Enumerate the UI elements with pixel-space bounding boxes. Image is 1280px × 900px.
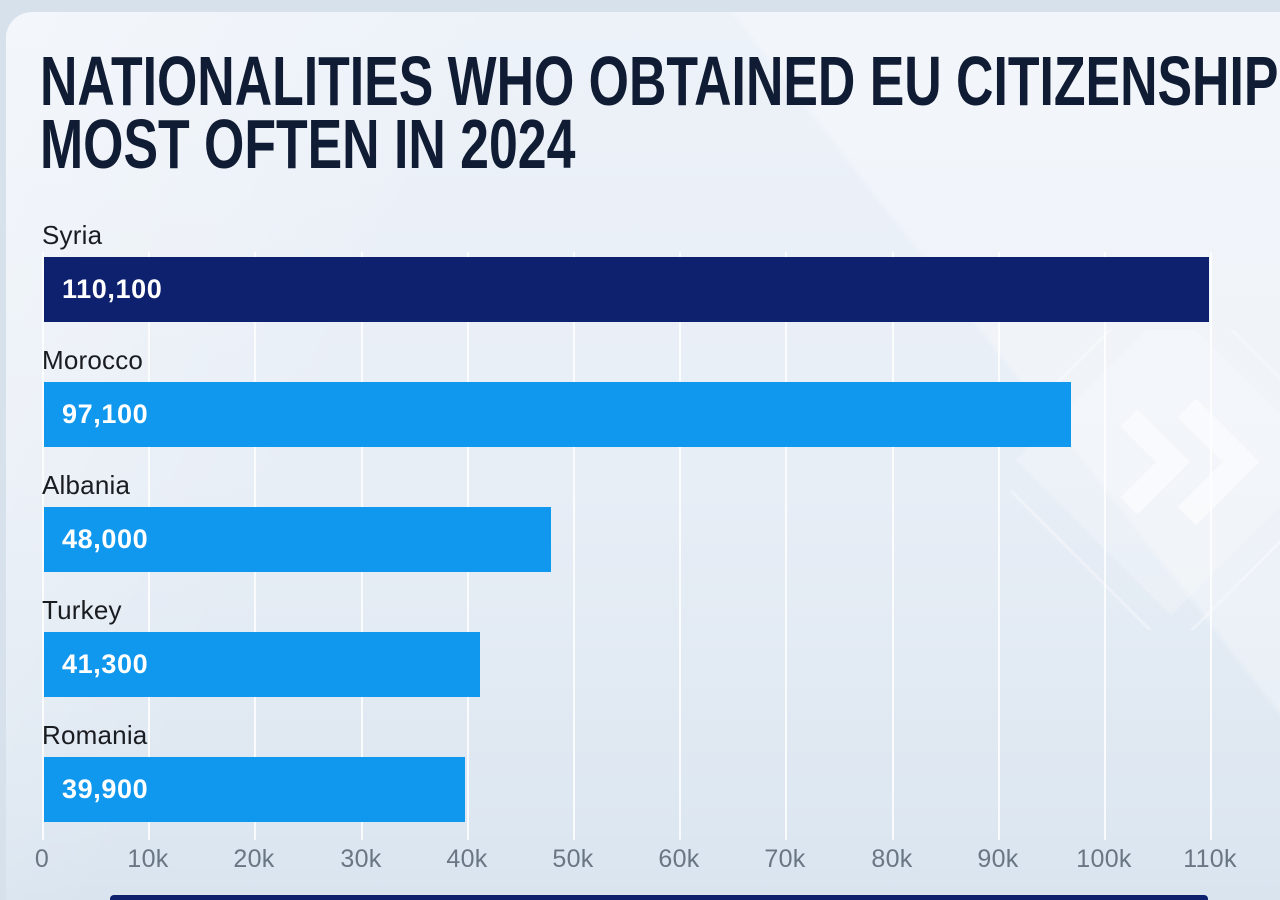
- footer-accent-bar: [110, 895, 1208, 900]
- bar-turkey: 41,300: [44, 632, 480, 697]
- axis-tick-20k: 20k: [233, 845, 275, 873]
- axis-tick-70k: 70k: [764, 845, 806, 873]
- bar-value-turkey: 41,300: [62, 649, 149, 679]
- background-diagonal-shape: [6, 12, 1280, 900]
- bar-label-romania: Romania: [42, 720, 148, 750]
- bar-syria: 110,100: [44, 257, 1209, 322]
- axis-tick-40k: 40k: [446, 845, 488, 873]
- bar-romania: 39,900: [44, 757, 465, 822]
- bar-label-morocco: Morocco: [42, 345, 144, 375]
- background-highlight: [6, 12, 1280, 900]
- grid-line-50k: [573, 252, 575, 840]
- grid-line-70k: [785, 252, 787, 840]
- bar-value-morocco: 97,100: [62, 399, 149, 429]
- axis-tick-100k: 100k: [1076, 845, 1132, 873]
- bar-morocco: 97,100: [44, 382, 1071, 447]
- grid-line-100k: [1104, 252, 1106, 840]
- chart-card: [6, 12, 1280, 900]
- bar-value-romania: 39,900: [62, 774, 149, 804]
- double-chevron-watermark-icon: [1011, 330, 1280, 630]
- bar-label-albania: Albania: [42, 470, 131, 500]
- axis-tick-0: 0: [34, 845, 50, 873]
- bar-label-turkey: Turkey: [42, 595, 122, 625]
- grid-line-0: [42, 252, 44, 840]
- page-title-line-2: MOST OFTEN IN 2024: [40, 105, 576, 183]
- axis-tick-90k: 90k: [977, 845, 1019, 873]
- axis-tick-80k: 80k: [871, 845, 913, 873]
- grid-line-80k: [892, 252, 894, 840]
- page-title-line-1: NATIONALITIES WHO OBTAINED EU CITIZENSHI…: [40, 42, 1279, 120]
- grid-line-90k: [998, 252, 1000, 840]
- bar-albania: 48,000: [44, 507, 551, 572]
- bar-value-albania: 48,000: [62, 524, 149, 554]
- page-title: NATIONALITIES WHO OBTAINED EU CITIZENSHI…: [40, 42, 1279, 183]
- bar-label-syria: Syria: [42, 220, 103, 250]
- axis-tick-60k: 60k: [658, 845, 700, 873]
- grid-line-110k: [1210, 252, 1212, 840]
- axis-tick-10k: 10k: [127, 845, 169, 873]
- grid-line-60k: [679, 252, 681, 840]
- axis-tick-50k: 50k: [552, 845, 594, 873]
- axis-tick-30k: 30k: [340, 845, 382, 873]
- bar-value-syria: 110,100: [62, 274, 163, 304]
- axis-tick-110k: 110k: [1183, 845, 1237, 873]
